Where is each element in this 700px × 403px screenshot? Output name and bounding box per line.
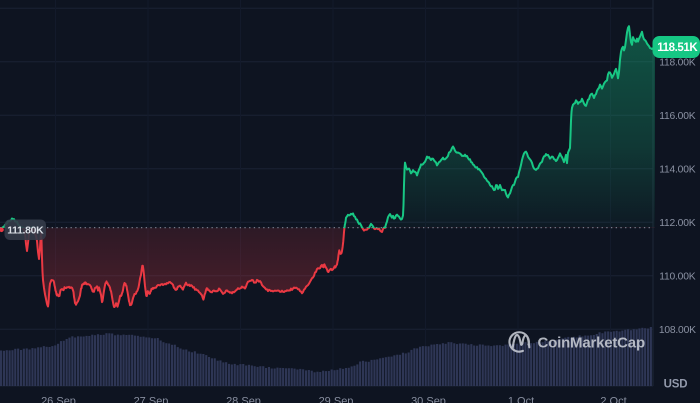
- svg-text:2 Oct: 2 Oct: [600, 396, 626, 403]
- svg-text:116.00K: 116.00K: [659, 111, 696, 122]
- svg-text:27 Sep: 27 Sep: [134, 396, 169, 403]
- svg-text:26 Sep: 26 Sep: [41, 396, 76, 403]
- svg-text:118.51K: 118.51K: [657, 42, 698, 54]
- svg-text:30 Sep: 30 Sep: [411, 396, 446, 403]
- svg-text:28 Sep: 28 Sep: [226, 396, 261, 403]
- svg-text:114.00K: 114.00K: [659, 165, 696, 176]
- svg-text:USD: USD: [664, 379, 688, 391]
- svg-text:111.80K: 111.80K: [7, 226, 44, 237]
- svg-text:112.00K: 112.00K: [659, 218, 696, 229]
- svg-text:108.00K: 108.00K: [659, 325, 696, 336]
- svg-text:29 Sep: 29 Sep: [319, 396, 354, 403]
- svg-text:118.00K: 118.00K: [659, 58, 696, 69]
- svg-text:CoinMarketCap: CoinMarketCap: [538, 334, 645, 351]
- svg-text:110.00K: 110.00K: [659, 272, 696, 283]
- svg-text:1 Oct: 1 Oct: [508, 396, 534, 403]
